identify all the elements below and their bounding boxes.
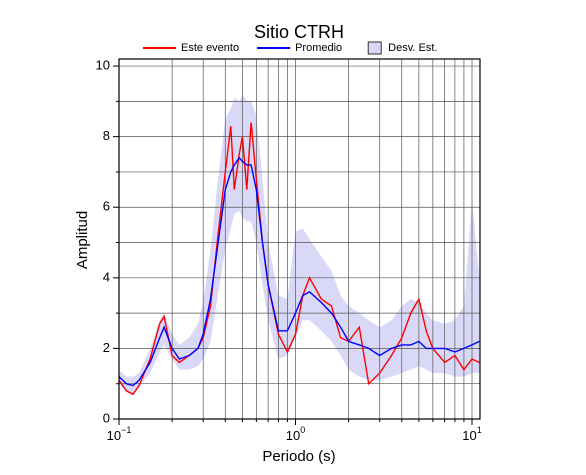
chart-title: Sitio CTRH [254, 22, 344, 42]
legend-swatch [367, 41, 382, 55]
std-band [119, 94, 480, 395]
tick-base: 10 [286, 428, 300, 443]
x-tick-label: 10−1 [107, 425, 132, 443]
y-tick-label: 6 [103, 199, 110, 214]
legend-label: Desv. Est. [388, 42, 437, 54]
x-axis-label: Periodo (s) [262, 448, 335, 465]
x-tick-label: 100 [286, 425, 305, 443]
tick-base: 10 [107, 428, 121, 443]
legend-label: Promedio [295, 42, 342, 54]
tick-exponent: −1 [121, 425, 131, 435]
y-tick-label: 4 [103, 269, 110, 284]
x-tick-label: 101 [462, 425, 481, 443]
series-line [118, 156, 480, 387]
tick-base: 10 [462, 428, 476, 443]
y-axis-label: Amplitud [74, 211, 91, 269]
plot-frame [118, 58, 481, 420]
y-tick-label: 10 [96, 57, 110, 72]
legend-label: Este evento [181, 42, 239, 54]
tick-exponent: 0 [300, 425, 305, 435]
y-tick-label: 0 [103, 410, 110, 425]
y-tick-label: 8 [103, 128, 110, 143]
y-tick-label: 2 [103, 340, 110, 355]
tick-exponent: 1 [477, 425, 482, 435]
